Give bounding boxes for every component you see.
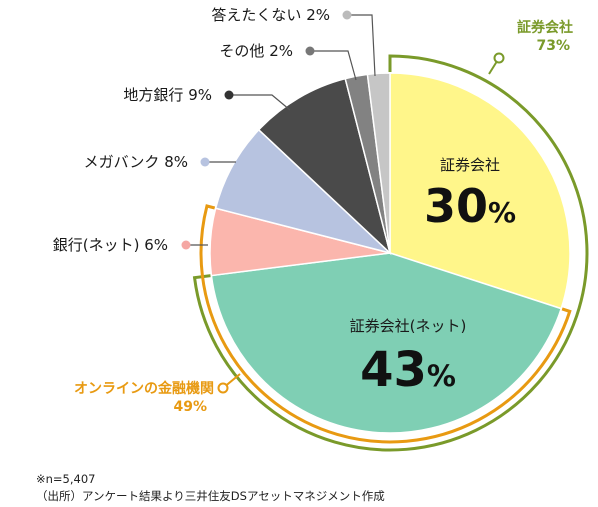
pie-slice-5 [257, 77, 392, 256]
leader-dot-3 [181, 240, 191, 250]
group-frame-securities [192, 54, 589, 452]
pie-slice-4 [214, 128, 391, 254]
group-label-securities: 証券会社 [517, 19, 573, 36]
pie-slice-1 [389, 72, 571, 310]
slice-label-4: メガバンク 8% [84, 153, 188, 171]
slice-label-7: 答えたくない 2% [211, 6, 330, 24]
pie-slice-2 [210, 252, 563, 434]
slice-label-5: 地方銀行 9% [123, 86, 212, 104]
group-dot-securities [493, 52, 505, 64]
slice-label-6: その他 2% [219, 42, 293, 60]
leader-line-7 [347, 14, 376, 77]
leader-line-5 [229, 94, 291, 111]
pie-slice-7 [366, 72, 391, 254]
group-value-securities: 73% [536, 38, 570, 54]
sample-size-note: ※n=5,407 [36, 472, 96, 486]
leader-dot-4 [200, 157, 210, 167]
group-label-online: オンラインの金融機関 [74, 380, 214, 397]
slice-label-1: 証券会社 [440, 156, 500, 174]
group-frame-online [199, 204, 572, 444]
slice-label-3: 銀行(ネット) 6% [53, 236, 168, 254]
group-dot-online [217, 382, 229, 394]
group-value-online: 49% [173, 399, 207, 415]
source-note: （出所）アンケート結果より三井住友DSアセットマネジメント作成 [36, 489, 385, 503]
slice-label-2: 証券会社(ネット) [350, 317, 467, 335]
leader-dot-7 [342, 10, 352, 20]
leader-line-6 [310, 50, 357, 81]
leader-dot-5 [224, 90, 234, 100]
leader-dot-6 [305, 46, 315, 56]
